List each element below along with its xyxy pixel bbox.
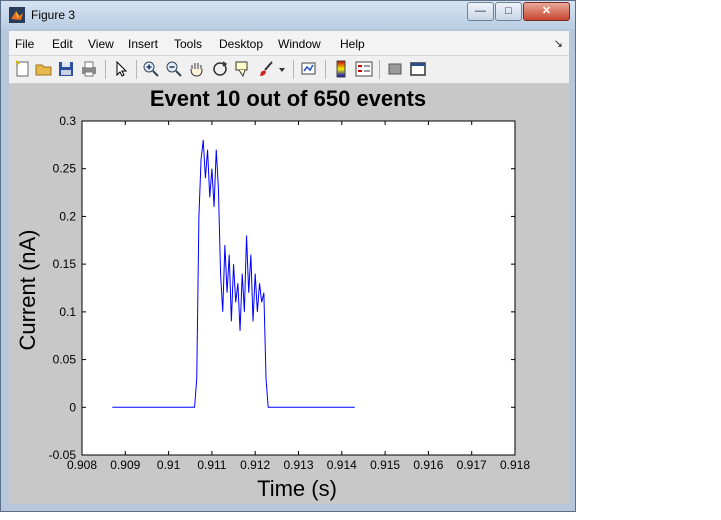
x-tick-label: 0.918 bbox=[500, 458, 530, 472]
x-tick-label: 0.91 bbox=[157, 458, 181, 472]
x-tick-label: 0.911 bbox=[197, 458, 226, 472]
x-tick-label: 0.909 bbox=[110, 458, 140, 472]
y-tick-label: 0.15 bbox=[53, 257, 77, 271]
x-tick-label: 0.915 bbox=[370, 458, 400, 472]
y-tick-label: 0.2 bbox=[59, 209, 76, 223]
x-tick-label: 0.912 bbox=[240, 458, 270, 472]
x-tick-label: 0.916 bbox=[413, 458, 443, 472]
y-tick-label: 0.25 bbox=[53, 162, 77, 176]
y-tick-label: 0.3 bbox=[59, 114, 76, 128]
y-tick-label: -0.05 bbox=[49, 448, 77, 462]
x-tick-label: 0.914 bbox=[327, 458, 357, 472]
y-tick-label: 0.05 bbox=[53, 353, 77, 367]
x-tick-label: 0.913 bbox=[283, 458, 313, 472]
axes-area bbox=[82, 121, 515, 455]
x-tick-label: 0.917 bbox=[457, 458, 487, 472]
y-tick-label: 0.1 bbox=[59, 305, 76, 319]
y-tick-label: 0 bbox=[69, 400, 76, 414]
